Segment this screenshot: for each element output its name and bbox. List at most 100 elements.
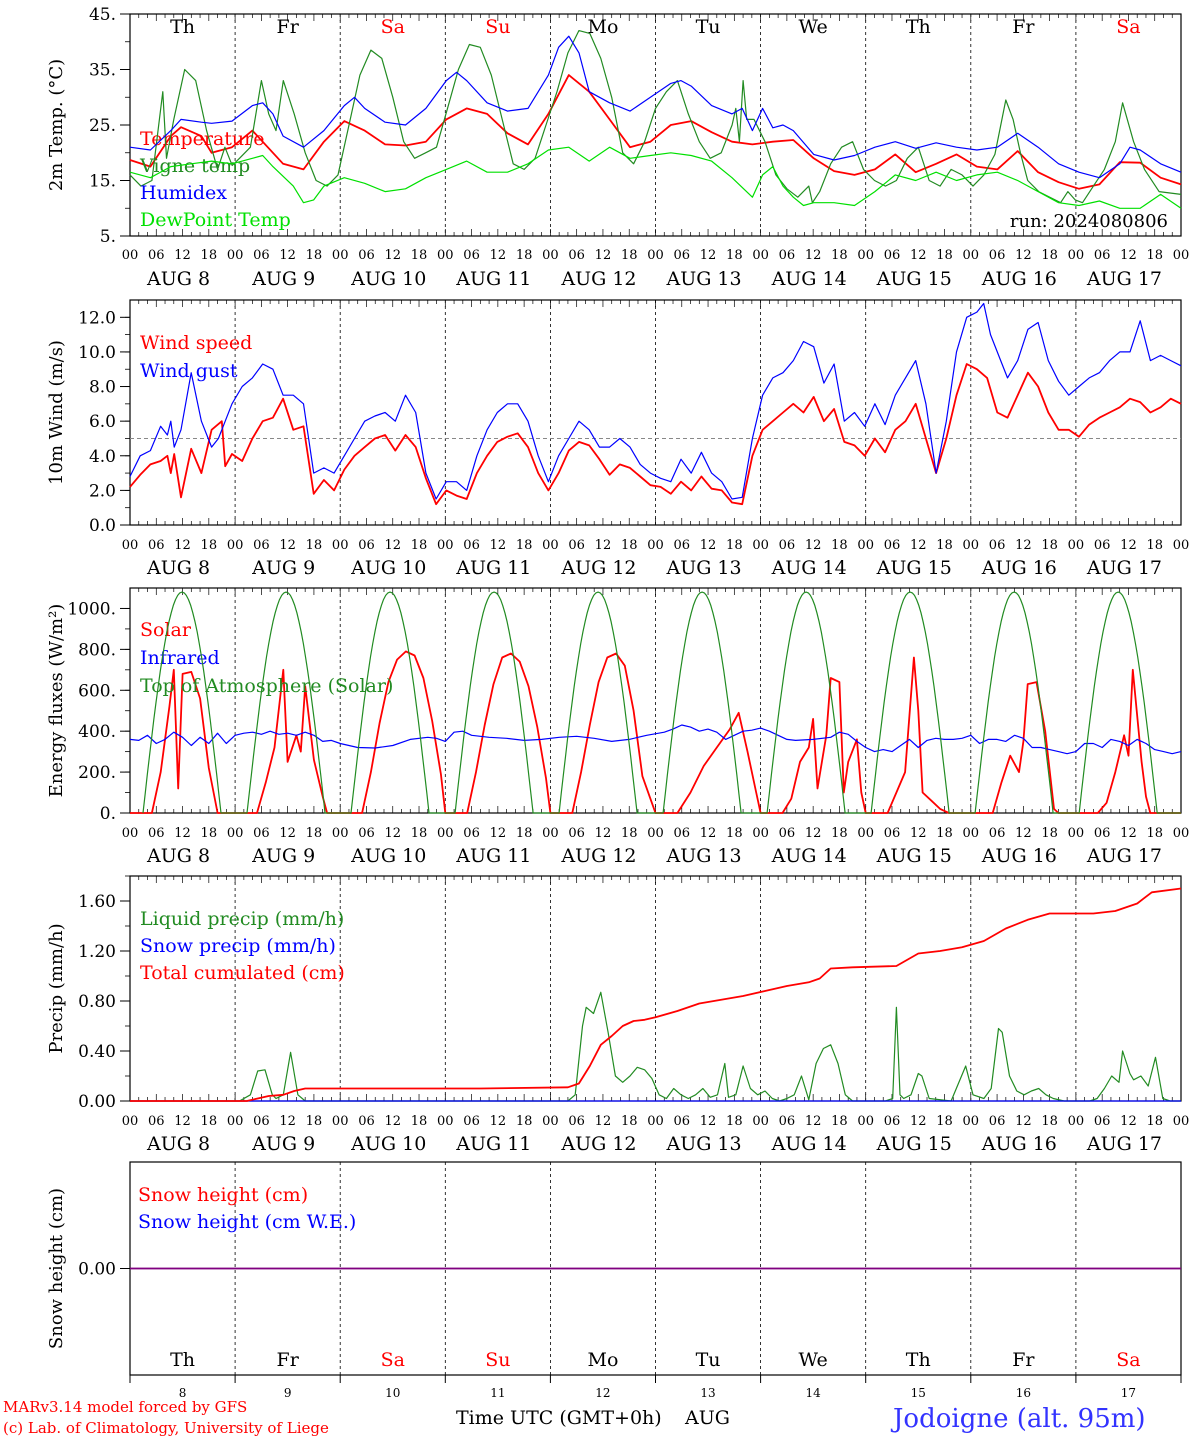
date-number-label: 13 [700,1386,715,1400]
date-label: AUG 16 [981,845,1057,867]
hour-tick-label: 12 [490,826,507,841]
date-label: AUG 17 [1086,1133,1162,1155]
hour-tick-label: 00 [752,248,769,263]
hour-tick-label: 06 [148,1114,165,1129]
date-label: AUG 9 [251,268,315,290]
series-line-solar [130,650,1181,814]
day-of-week-label: Th [170,1349,195,1371]
hour-tick-label: 18 [936,1114,953,1129]
y-tick-label: 0.00 [78,1260,116,1280]
hour-tick-label: 12 [805,538,822,553]
date-label: AUG 13 [665,557,741,579]
series-line-temperature [129,74,1182,190]
hour-tick-label: 00 [227,248,244,263]
hour-tick-label: 00 [122,248,139,263]
date-label: AUG 17 [1086,268,1162,290]
hour-tick-label: 00 [1068,248,1085,263]
date-label: AUG 13 [665,845,741,867]
date-label: AUG 9 [251,1133,315,1155]
hour-tick-label: 00 [122,1114,139,1129]
day-of-week-label: Sa [381,16,405,38]
hour-tick-label: 18 [621,1114,638,1129]
legend-entry: Snow height (cm W.E.) [138,1211,356,1233]
y-tick-label: 15. [89,172,116,192]
hour-tick-label: 06 [674,248,691,263]
y-axis-label: Precip (mm/h) [46,923,67,1053]
hour-tick-label: 12 [174,538,191,553]
hour-tick-label: 18 [1146,248,1163,263]
date-label: AUG 15 [876,845,952,867]
hour-tick-label: 18 [411,248,428,263]
hour-tick-label: 06 [358,1114,375,1129]
hour-tick-label: 12 [174,1114,191,1129]
hour-tick-label: 00 [1173,248,1190,263]
hour-tick-label: 06 [1094,1114,1111,1129]
hour-tick-label: 06 [358,826,375,841]
date-label: AUG 17 [1086,845,1162,867]
hour-tick-label: 06 [148,538,165,553]
date-label: AUG 8 [146,845,210,867]
series-line-total-cumulated-cm- [130,887,1182,1102]
hour-tick-label: 12 [279,826,296,841]
hour-tick-label: 06 [989,1114,1006,1129]
date-label: AUG 11 [455,268,531,290]
hour-tick-label: 18 [1041,1114,1058,1129]
day-of-week-label: Th [906,1349,931,1371]
hour-tick-label: 06 [253,248,270,263]
series-line-humidex [129,35,1182,179]
day-of-week-label: Mo [587,1349,618,1371]
hour-tick-label: 12 [384,1114,401,1129]
hour-tick-label: 12 [490,538,507,553]
y-tick-label: 0.00 [78,1092,116,1112]
hour-tick-label: 12 [174,826,191,841]
date-label: AUG 13 [665,268,741,290]
hour-tick-label: 00 [647,826,664,841]
y-tick-label: 1000. [67,599,116,619]
date-number-label: 9 [284,1386,292,1400]
hour-tick-label: 06 [568,1114,585,1129]
x-axis-month: AUG [684,1407,730,1429]
y-tick-label: 1.60 [78,892,116,912]
day-of-week-label: Th [906,16,931,38]
date-label: AUG 10 [350,1133,426,1155]
hour-tick-label: 06 [148,248,165,263]
hour-tick-label: 06 [463,1114,480,1129]
hour-tick-label: 18 [201,538,218,553]
hour-tick-label: 12 [384,826,401,841]
date-label: AUG 11 [455,1133,531,1155]
hour-tick-label: 12 [1015,538,1032,553]
hour-tick-label: 18 [831,538,848,553]
hour-tick-label: 18 [1146,538,1163,553]
hour-tick-label: 12 [595,1114,612,1129]
hour-tick-label: 00 [1173,826,1190,841]
legend-entry: Snow precip (mm/h) [140,935,336,957]
hour-tick-label: 18 [831,1114,848,1129]
hour-tick-label: 18 [516,538,533,553]
hour-tick-label: 12 [700,826,717,841]
hour-tick-label: 06 [253,538,270,553]
panel-1: 5. 15. 25. 35. 45. 2m Temp. (°C) Temperature Vi… [46,5,1189,290]
date-label: AUG 9 [251,557,315,579]
model-credit-line2: (c) Lab. of Climatology, University of L… [3,1419,329,1437]
hour-tick-label: 06 [674,1114,691,1129]
hour-tick-label: 06 [674,826,691,841]
date-label: AUG 12 [560,845,636,867]
hour-tick-label: 06 [1094,248,1111,263]
hour-tick-label: 06 [358,538,375,553]
legend-entry: Infrared [140,647,220,669]
hour-tick-label: 18 [831,826,848,841]
hour-tick-label: 00 [542,1114,559,1129]
hour-tick-label: 18 [726,248,743,263]
y-tick-label: 8.0 [89,378,116,398]
date-label: AUG 16 [981,557,1057,579]
hour-tick-label: 12 [174,248,191,263]
hour-tick-label: 00 [1173,1114,1190,1129]
hour-tick-label: 18 [936,248,953,263]
y-axis-label: 2m Temp. (°C) [46,59,67,191]
hour-tick-label: 06 [463,538,480,553]
hour-tick-label: 18 [1146,826,1163,841]
hour-tick-label: 00 [963,826,980,841]
date-number-label: 8 [179,1386,187,1400]
hour-tick-label: 06 [884,538,901,553]
